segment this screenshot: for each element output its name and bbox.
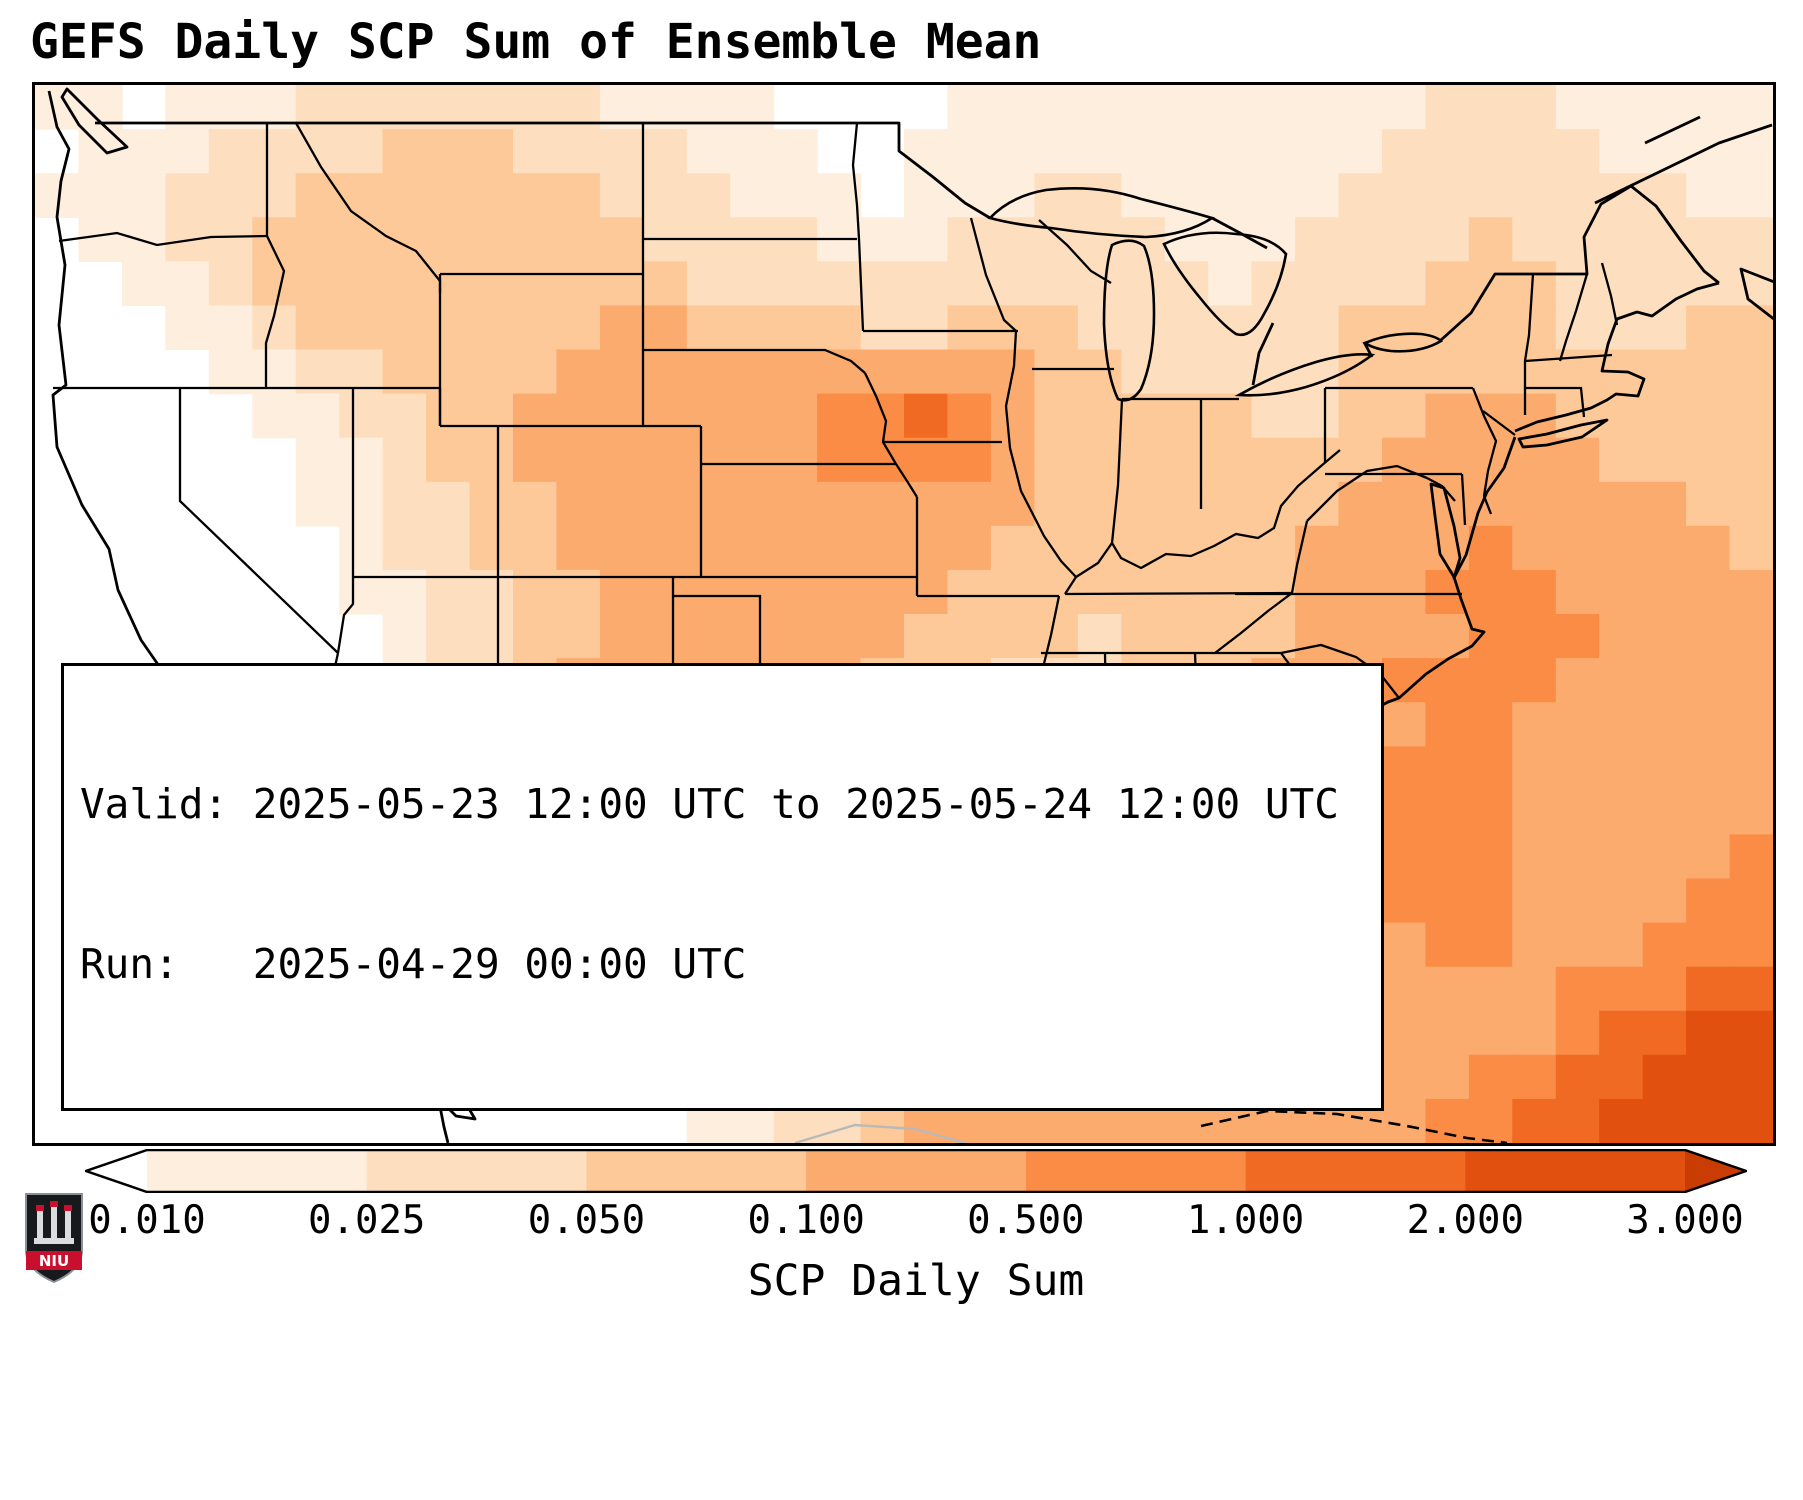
valid-time-text: Valid: 2025-05-23 12:00 UTC to 2025-05-2… xyxy=(80,780,1339,829)
niu-logo: NIU xyxy=(22,1190,86,1290)
colorbar-tick: 0.100 xyxy=(747,1198,865,1243)
colorbar-label: SCP Daily Sum xyxy=(747,1256,1085,1306)
colorbar-tick: 0.025 xyxy=(308,1198,426,1243)
run-time-text: Run: 2025-04-29 00:00 UTC xyxy=(80,940,747,989)
colorbar xyxy=(85,1149,1747,1193)
colorbar-tick: 3.000 xyxy=(1626,1198,1744,1243)
colorbar-tick: 1.000 xyxy=(1186,1198,1305,1243)
map-area: Valid: 2025-05-23 12:00 UTC to 2025-05-2… xyxy=(32,82,1776,1146)
colorbar-tick: 0.050 xyxy=(527,1198,646,1243)
figure-title: GEFS Daily SCP Sum of Ensemble Mean xyxy=(30,14,1042,70)
niu-logo-text: NIU xyxy=(39,1252,69,1270)
colorbar-tick: 2.000 xyxy=(1406,1198,1524,1243)
validity-info-box: Valid: 2025-05-23 12:00 UTC to 2025-05-2… xyxy=(61,662,1384,1111)
colorbar-tick: 0.500 xyxy=(967,1198,1085,1243)
niu-shield-icon: NIU xyxy=(25,1193,83,1284)
colorbar-tick: 0.010 xyxy=(88,1198,206,1243)
